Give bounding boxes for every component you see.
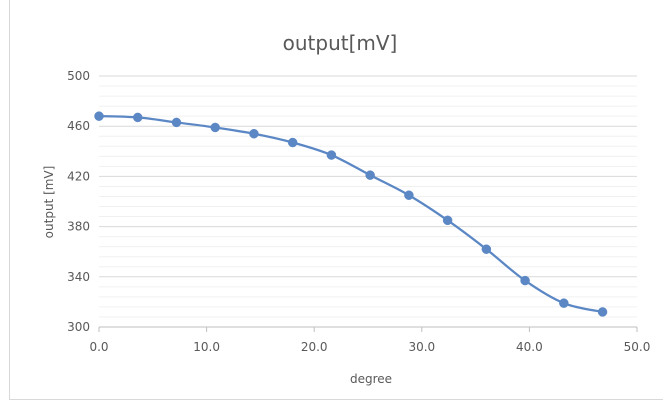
axis-layer xyxy=(98,326,638,332)
data-point xyxy=(597,307,608,317)
data-point xyxy=(365,170,375,180)
data-point xyxy=(442,215,453,226)
data-point xyxy=(481,244,492,254)
y-tick-label: 460 xyxy=(67,119,90,133)
x-tick-label: 10.0 xyxy=(193,340,220,354)
y-tick-label: 340 xyxy=(67,270,90,284)
data-point xyxy=(559,298,569,308)
data-point xyxy=(249,128,259,139)
data-point xyxy=(287,137,298,148)
data-point xyxy=(171,117,182,128)
chart-border xyxy=(9,0,663,400)
data-point xyxy=(326,150,337,160)
y-tick-label: 380 xyxy=(67,220,90,234)
data-points xyxy=(94,111,608,317)
data-point xyxy=(404,190,414,200)
data-point xyxy=(520,275,530,286)
x-tick-label: 50.0 xyxy=(624,340,651,354)
x-tick-label: 20.0 xyxy=(301,340,328,354)
x-tick-label: 40.0 xyxy=(516,340,543,354)
grid-layer xyxy=(99,75,637,318)
x-axis-title: degree xyxy=(350,372,392,386)
y-axis-title: output [mV] xyxy=(42,166,56,239)
chart-title: output[mV] xyxy=(283,31,398,55)
tick-labels: 300 340 380 420 460 500 0.0 10.0 20.0 30.0 40.0 50.… xyxy=(67,69,650,354)
data-point xyxy=(132,112,143,123)
x-tick-label: 0.0 xyxy=(89,340,108,354)
x-tick-label: 30.0 xyxy=(408,340,435,354)
data-point xyxy=(210,122,220,133)
y-tick-label: 300 xyxy=(67,320,90,334)
data-point xyxy=(94,111,104,121)
y-tick-label: 420 xyxy=(67,169,90,183)
y-tick-label: 500 xyxy=(67,69,90,83)
